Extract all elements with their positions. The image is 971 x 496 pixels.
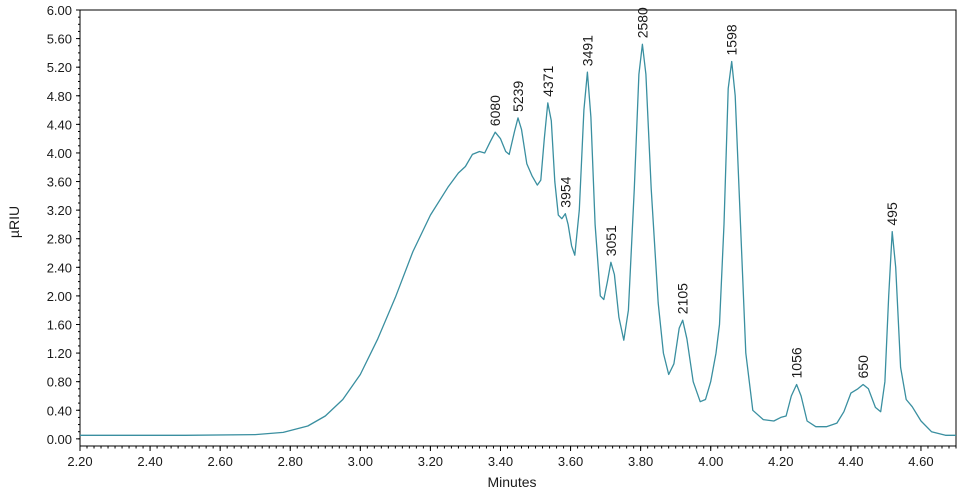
y-axis-title: µRIU — [6, 206, 22, 238]
x-tick-label: 2.40 — [137, 454, 162, 469]
y-tick-label: 2.00 — [47, 289, 72, 304]
x-tick-label: 3.60 — [558, 454, 583, 469]
y-tick-label: 3.20 — [47, 203, 72, 218]
x-tick-label: 3.20 — [418, 454, 443, 469]
y-tick-label: 1.20 — [47, 346, 72, 361]
peak-label: 5239 — [510, 81, 526, 112]
y-tick-label: 0.80 — [47, 375, 72, 390]
peak-label: 3491 — [579, 35, 595, 66]
x-tick-label: 4.00 — [698, 454, 723, 469]
peak-label: 1056 — [789, 347, 805, 378]
peak-label: 2580 — [634, 7, 650, 38]
plot-frame — [79, 9, 957, 447]
y-tick-label: 6.00 — [47, 3, 72, 18]
x-tick-label: 2.60 — [208, 454, 233, 469]
y-tick-label: 5.20 — [47, 60, 72, 75]
x-axis-ticks: 2.20 2.40 2.60 2.80 3.00 3.20 3.40 3.60 3.80 4.00… — [67, 446, 957, 469]
y-tick-label: 1.60 — [47, 317, 72, 332]
y-tick-label: 0.40 — [47, 403, 72, 418]
peak-label: 2105 — [675, 283, 691, 314]
y-tick-label: 4.80 — [47, 89, 72, 104]
y-tick-label: 4.40 — [47, 117, 72, 132]
y-tick-label: 3.60 — [47, 175, 72, 190]
peak-label: 6080 — [487, 95, 503, 126]
peak-label: 3954 — [557, 176, 573, 207]
peak-label: 1598 — [724, 24, 740, 55]
x-tick-label: 4.40 — [838, 454, 863, 469]
peak-label: 495 — [884, 202, 900, 226]
peak-label: 3051 — [603, 225, 619, 256]
y-tick-label: 0.00 — [47, 432, 72, 447]
x-tick-label: 3.80 — [628, 454, 653, 469]
peak-label: 4371 — [540, 66, 556, 97]
y-tick-label: 4.00 — [47, 146, 72, 161]
peak-labels: 6080 5239 4371 3954 3491 3051 2580 2105 1598 1056… — [487, 7, 900, 379]
x-tick-label: 2.20 — [67, 454, 92, 469]
x-tick-label: 4.20 — [768, 454, 793, 469]
y-tick-label: 2.80 — [47, 232, 72, 247]
chromatogram-trace — [80, 43, 956, 436]
y-axis-ticks: 0.00 0.40 0.80 1.20 1.60 2.00 2.40 2.80 3.20 3.60… — [47, 3, 80, 447]
x-tick-label: 4.60 — [908, 454, 933, 469]
x-tick-label: 3.40 — [488, 454, 513, 469]
x-tick-label: 3.00 — [348, 454, 373, 469]
x-axis-title: Minutes — [487, 474, 536, 490]
y-tick-label: 5.60 — [47, 32, 72, 47]
y-tick-label: 2.40 — [47, 260, 72, 275]
x-tick-label: 2.80 — [278, 454, 303, 469]
peak-label: 650 — [855, 355, 871, 379]
